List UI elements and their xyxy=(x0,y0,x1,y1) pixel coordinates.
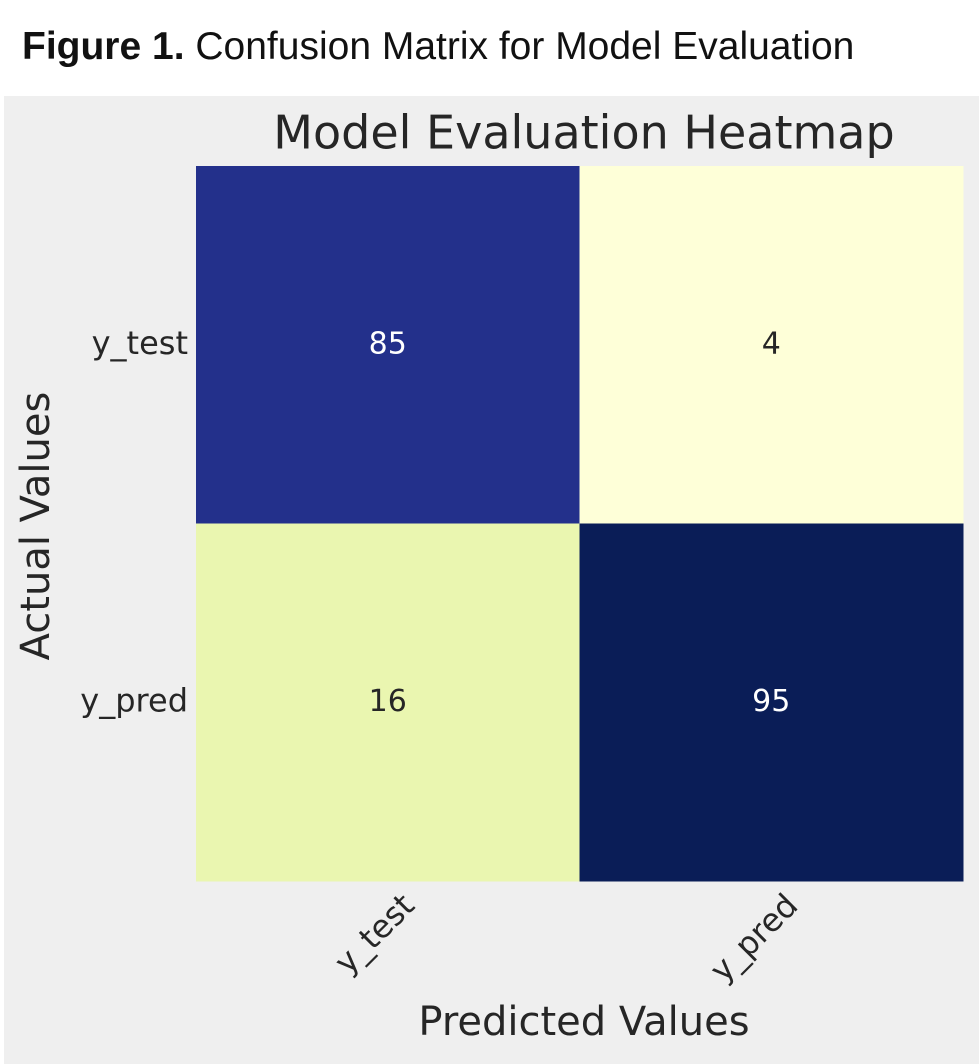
figure-caption-text: Confusion Matrix for Model Evaluation xyxy=(195,25,855,68)
figure-label: Figure 1. xyxy=(22,25,185,68)
cell-value-label: 95 xyxy=(752,684,790,719)
y-axis-label: Actual Values xyxy=(13,392,59,661)
y-tick-label: y_pred xyxy=(80,681,188,719)
heatmap-cell xyxy=(579,523,964,882)
heatmap-cell xyxy=(579,166,964,524)
cell-value-label: 4 xyxy=(762,326,781,361)
chart-title: Model Evaluation Heatmap xyxy=(273,106,894,160)
heatmap-cell xyxy=(196,166,580,524)
heatmap-chart: Model Evaluation Heatmap 85 416 95 y_testy… xyxy=(13,106,964,1045)
heatmap-cell xyxy=(196,523,580,882)
cell-value-label: 85 xyxy=(369,326,407,361)
figure-caption: Figure 1. Confusion Matrix for Model Eva… xyxy=(22,22,972,72)
cell-value-label: 16 xyxy=(369,684,407,719)
heatmap-cells: 85 4 16 95 xyxy=(196,166,964,882)
y-tick-label: y_test xyxy=(92,324,188,362)
chart-panel: Model Evaluation Heatmap 85 4 16 95 y_test y… xyxy=(4,96,979,1064)
x-axis-label: Predicted Values xyxy=(418,999,749,1045)
x-tick-label: y_test xyxy=(327,886,422,981)
x-tick-label: y_pred xyxy=(702,886,805,989)
